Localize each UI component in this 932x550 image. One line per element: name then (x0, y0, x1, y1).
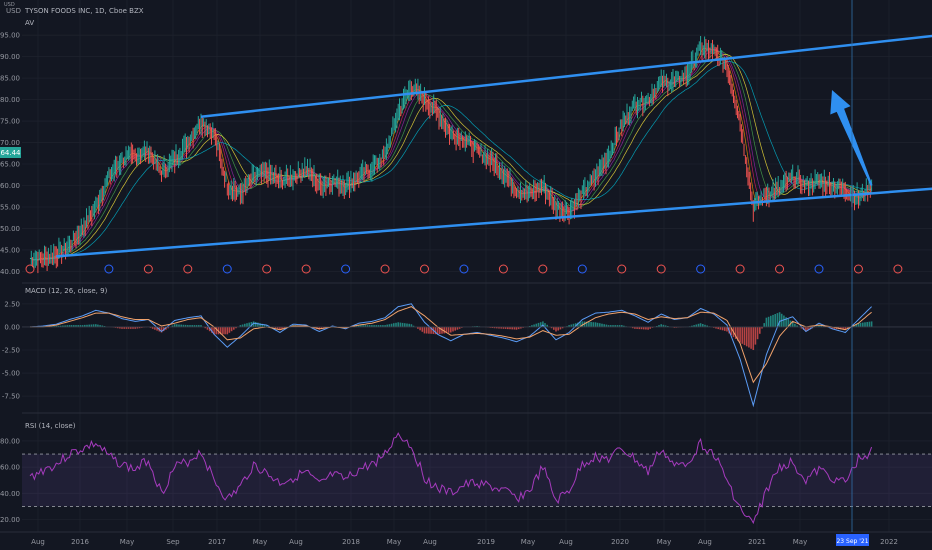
price-tick-label: 75.00 (0, 118, 20, 126)
macd-tick-label: -7.50 (2, 393, 20, 401)
rsi-tick-label: 60.00 (0, 464, 20, 472)
crosshair-date-box (836, 534, 869, 546)
price-tick-label: 45.00 (0, 246, 20, 254)
rsi-legend[interactable]: RSI (14, close) (25, 422, 76, 430)
price-tick-label: 65.00 (0, 161, 20, 169)
price-tick-label: 90.00 (0, 53, 20, 61)
time-tick-label: 2019 (477, 538, 495, 546)
macd-histogram (31, 312, 873, 350)
crosshair-date-label: 23 Sep '21 (836, 538, 868, 545)
time-tick-label: May (793, 538, 807, 546)
earnings-marker[interactable] (104, 264, 114, 274)
earnings-marker[interactable] (538, 264, 548, 274)
earnings-markers[interactable] (25, 264, 903, 274)
rsi-tick-label: 40.00 (0, 490, 20, 498)
earnings-marker[interactable] (420, 264, 429, 274)
time-axis[interactable]: Aug 2016 May Sep 2017 May Aug 2018 May Aug 2019 May… (31, 538, 898, 546)
chart-title[interactable]: TYSON FOODS INC, 1D, Cboe BZX (24, 7, 144, 15)
price-tick-label: 55.00 (0, 203, 20, 211)
time-tick-label: Aug (31, 538, 45, 546)
earnings-marker[interactable] (25, 264, 35, 274)
last-price-label: 64.44 (0, 149, 21, 157)
rsi-band-fill (22, 454, 932, 507)
overlay-label[interactable]: AV (25, 19, 34, 27)
earnings-marker[interactable] (143, 264, 153, 274)
macd-legend[interactable]: MACD (12, 26, close, 9) (25, 287, 108, 295)
earnings-marker[interactable] (262, 264, 272, 274)
price-tick-label: 95.00 (0, 32, 20, 40)
macd-tick-label: 2.50 (4, 300, 20, 308)
time-tick-label: Aug (289, 538, 303, 546)
time-tick-label: May (253, 538, 267, 546)
macd-axis[interactable]: 2.50 0.00 -2.50 -5.00 -7.50 (2, 300, 20, 400)
earnings-marker[interactable] (893, 264, 903, 274)
time-tick-label: May (120, 538, 134, 546)
time-tick-label: 2016 (71, 538, 89, 546)
macd-tick-label: 0.00 (4, 323, 20, 331)
last-price-tag (0, 147, 21, 158)
grid (22, 0, 932, 532)
earnings-marker[interactable] (341, 264, 351, 274)
earnings-marker[interactable] (183, 264, 193, 274)
price-tick-label: 70.00 (0, 139, 20, 147)
price-tick-label: 80.00 (0, 96, 20, 104)
time-tick-label: 2022 (880, 538, 898, 546)
channel-trendline[interactable] (200, 22, 932, 119)
macd-tick-label: -2.50 (2, 347, 20, 355)
earnings-marker[interactable] (775, 264, 785, 274)
earnings-marker[interactable] (735, 264, 745, 274)
time-tick-label: Aug (423, 538, 437, 546)
time-tick-label: Aug (559, 538, 573, 546)
time-tick-label: 2021 (748, 538, 766, 546)
time-tick-label: May (387, 538, 401, 546)
time-tick-label: Aug (698, 538, 712, 546)
time-tick-label: May (521, 538, 535, 546)
trendlines[interactable] (56, 22, 932, 258)
currency-label: USD (6, 7, 21, 15)
moving-average-line (29, 48, 872, 261)
price-series (30, 36, 873, 274)
earnings-marker[interactable] (301, 264, 311, 274)
currency-top-label: USD (4, 2, 15, 8)
earnings-marker[interactable] (696, 264, 706, 274)
earnings-marker[interactable] (498, 264, 508, 274)
channel-trendline[interactable] (56, 181, 932, 258)
earnings-marker[interactable] (656, 264, 666, 274)
rsi-tick-label: 80.00 (0, 437, 20, 445)
rsi-line (29, 432, 873, 525)
earnings-marker[interactable] (222, 264, 232, 274)
price-tick-label: 50.00 (0, 225, 20, 233)
price-tick-label: 85.00 (0, 75, 20, 83)
price-tick-label: 60.00 (0, 182, 20, 190)
earnings-marker[interactable] (814, 264, 824, 274)
macd-signal-line (30, 306, 872, 384)
earnings-marker[interactable] (617, 264, 627, 274)
price-tick-label: 40.00 (0, 268, 20, 276)
earnings-marker[interactable] (577, 264, 587, 274)
rsi-axis[interactable]: 80.00 60.00 40.00 20.00 (0, 437, 20, 524)
time-tick-label: 2018 (342, 538, 360, 546)
time-tick-label: Sep (166, 538, 180, 546)
earnings-marker[interactable] (459, 264, 469, 274)
price-axis[interactable]: 95.00 90.00 85.00 80.00 75.00 70.00 65.00 60.00… (0, 32, 20, 276)
projection-arrow[interactable] (830, 90, 873, 186)
time-tick-label: May (657, 538, 671, 546)
macd-tick-label: -5.00 (2, 370, 20, 378)
time-tick-label: 2017 (208, 538, 226, 546)
rsi-tick-label: 20.00 (0, 516, 20, 524)
time-tick-label: 2020 (611, 538, 629, 546)
earnings-marker[interactable] (853, 264, 863, 274)
earnings-marker[interactable] (380, 264, 390, 274)
